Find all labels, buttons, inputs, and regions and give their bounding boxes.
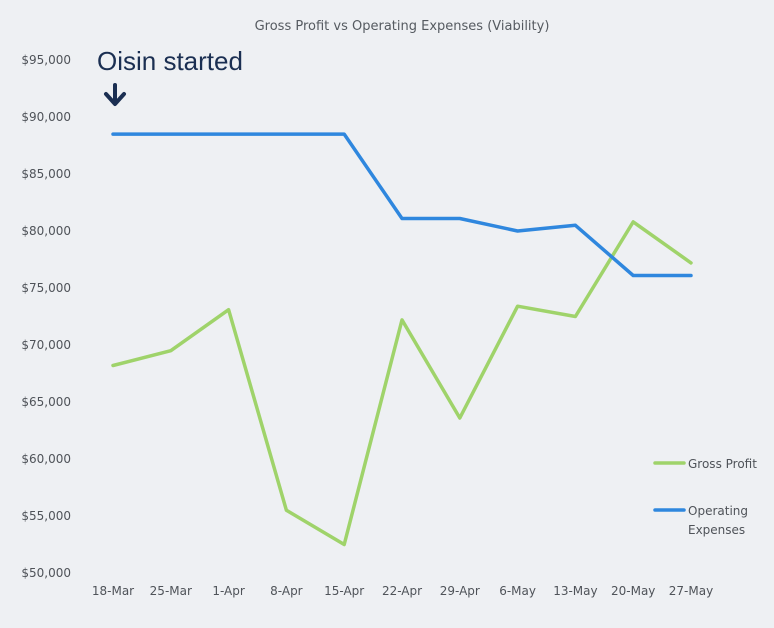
x-tick-label: 25-Mar: [150, 584, 192, 598]
y-tick-label: $65,000: [21, 395, 71, 409]
x-tick-label: 18-Mar: [92, 584, 134, 598]
y-tick-label: $50,000: [21, 566, 71, 580]
x-tick-label: 8-Apr: [270, 584, 303, 598]
x-tick-label: 20-May: [611, 584, 655, 598]
legend-item-gross-profit: Gross Profit: [653, 457, 757, 471]
x-tick-label: 22-Apr: [382, 584, 422, 598]
series-layer: [111, 132, 693, 547]
legend-item-operating-expenses: Operating Expenses: [653, 504, 748, 537]
legend-label: Operating Expenses: [688, 504, 748, 537]
annotation-label: Oisin started: [97, 46, 243, 76]
y-tick-label: $90,000: [21, 110, 71, 124]
y-tick-label: $80,000: [21, 224, 71, 238]
series-line-operating-expenses: [111, 132, 693, 278]
y-tick-label: $60,000: [21, 452, 71, 466]
x-tick-label: 29-Apr: [440, 584, 480, 598]
chart-title: Gross Profit vs Operating Expenses (Viab…: [255, 19, 550, 34]
y-tick-label: $70,000: [21, 338, 71, 352]
y-tick-label: $95,000: [21, 53, 71, 67]
legend-label: Gross Profit: [688, 457, 757, 471]
y-tick-label: $85,000: [21, 167, 71, 181]
down-arrow-head: [104, 92, 126, 106]
y-tick-label: $55,000: [21, 509, 71, 523]
y-tick-label: $75,000: [21, 281, 71, 295]
x-tick-label: 1-Apr: [212, 584, 245, 598]
x-tick-label: 6-May: [499, 584, 536, 598]
x-tick-label: 13-May: [553, 584, 597, 598]
annotation-layer: Oisin started: [97, 46, 243, 106]
x-tick-label: 15-Apr: [324, 584, 364, 598]
series-line-gross-profit: [111, 220, 693, 547]
legend: Gross Profit Operating Expenses: [653, 457, 757, 537]
down-arrow-icon: [104, 83, 126, 106]
x-axis-ticks: 18-Mar 25-Mar 1-Apr 8-Apr 15-Apr 22-Apr 29-Apr…: [92, 584, 713, 598]
x-tick-label: 27-May: [669, 584, 713, 598]
y-axis-ticks: $50,000 $55,000 $60,000 $65,000 $70,000 $75,0…: [21, 53, 71, 580]
